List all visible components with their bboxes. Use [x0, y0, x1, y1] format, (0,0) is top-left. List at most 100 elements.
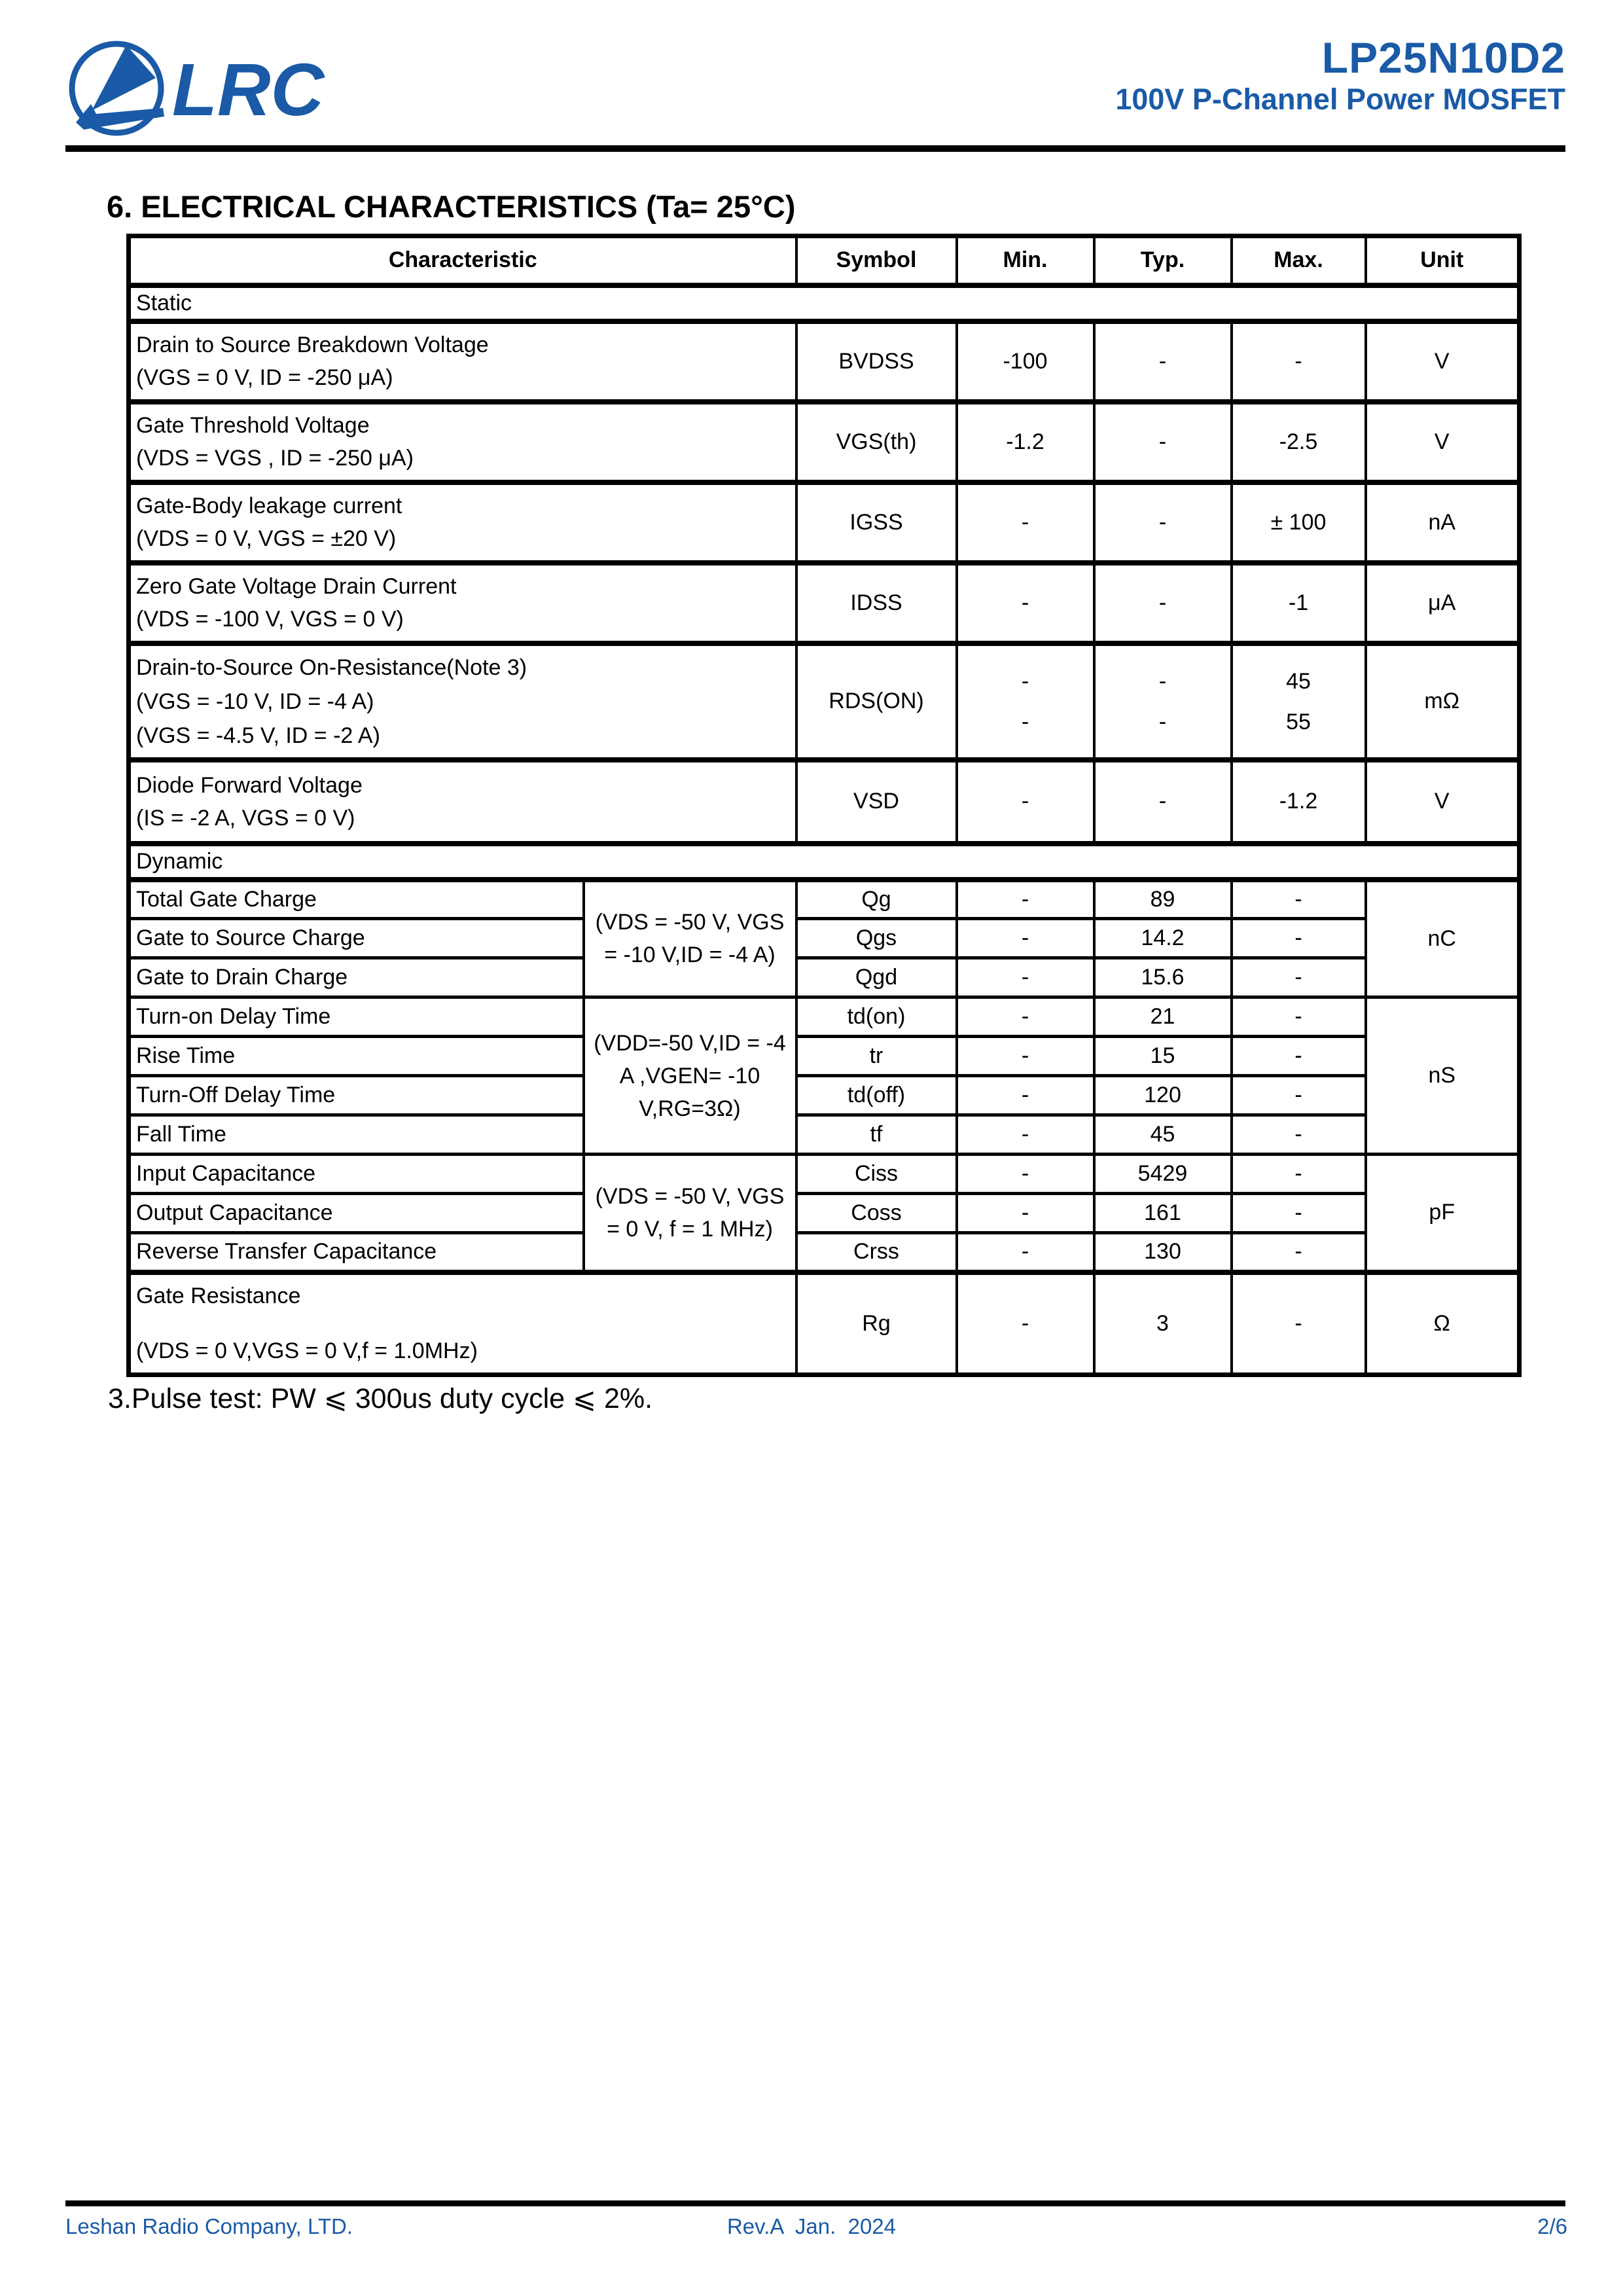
col-header-symbol: Symbol	[794, 234, 958, 287]
characteristic-name: Turn-on Delay Time	[127, 996, 585, 1038]
symbol-cell: IDSS	[794, 560, 958, 645]
table-row: Reverse Transfer Capacitance Crss - 130 …	[127, 1231, 1520, 1274]
symbol-cell: Qg	[794, 876, 958, 920]
unit-cell: μA	[1364, 560, 1521, 645]
unit-cell: Ω	[1364, 1269, 1521, 1376]
header-divider	[65, 145, 1565, 152]
max-cell: -	[1230, 956, 1367, 999]
symbol-cell: tr	[794, 1035, 958, 1077]
min-cell: -	[955, 560, 1096, 645]
max-cell: -1	[1230, 560, 1367, 645]
max-cell: -	[1230, 1035, 1367, 1077]
table-row: Total Gate Charge (VDS = -50 V, VGS = -1…	[127, 876, 1521, 999]
test-condition: (VDS = -100 V, VGS = 0 V)	[136, 607, 404, 632]
symbol-cell: BVDSS	[794, 318, 958, 403]
section-row-static: Static	[127, 282, 1521, 323]
max-cell: -	[1230, 876, 1367, 920]
symbol-cell: td(off)	[794, 1074, 958, 1117]
table-row: Gate Threshold Voltage (VDS = VGS , ID =…	[127, 399, 1521, 484]
typ-cell: -	[1092, 757, 1233, 845]
document-titles: LP25N10D2 100V P-Channel Power MOSFET	[1115, 34, 1565, 118]
characteristic-cell: Gate-Body leakage current (VDS = 0 V, VG…	[127, 479, 798, 564]
typ-cell: 15.6	[1092, 956, 1233, 999]
test-condition-group: (VDD=-50 V,ID = -4 A ,VGEN= -10 V,RG=3Ω)	[582, 996, 798, 1156]
symbol-cell: Qgs	[794, 917, 958, 960]
min-cell: -	[955, 1192, 1096, 1234]
col-header-typ: Typ.	[1092, 234, 1233, 287]
symbol-cell: Coss	[794, 1192, 958, 1234]
section-row-dynamic: Dynamic	[127, 840, 1521, 881]
test-condition-group: (VDS = -50 V, VGS = -10 V,ID = -4 A)	[582, 876, 798, 999]
unit-cell: V	[1364, 399, 1521, 484]
table-row: Turn-Off Delay Time td(off) - 120 -	[127, 1074, 1520, 1117]
symbol-cell: Rg	[794, 1269, 958, 1376]
static-section-label: Static	[127, 282, 1521, 323]
footer-divider	[65, 2200, 1565, 2206]
test-condition: (VDS = 0 V, VGS = ±20 V)	[136, 526, 397, 551]
characteristic-name: Total Gate Charge	[127, 876, 585, 920]
col-header-min: Min.	[955, 234, 1096, 287]
typ-cell: 120	[1092, 1074, 1233, 1117]
table-row: Diode Forward Voltage (IS = -2 A, VGS = …	[127, 757, 1521, 845]
characteristic-cell: Gate Resistance (VDS = 0 V,VGS = 0 V,f =…	[127, 1269, 798, 1376]
unit-cell: V	[1364, 318, 1521, 403]
max-cell: -	[1230, 1113, 1367, 1156]
typ-cell: -	[1092, 318, 1233, 403]
max-cell: -	[1230, 1269, 1367, 1376]
typ-cell: 5429	[1092, 1153, 1233, 1195]
unit-cell: mΩ	[1364, 640, 1521, 761]
characteristic-cell: Diode Forward Voltage (IS = -2 A, VGS = …	[127, 757, 798, 845]
table-row: Fall Time tf - 45 -	[127, 1113, 1520, 1156]
characteristic-name: Gate to Drain Charge	[127, 956, 585, 999]
characteristic-name: Output Capacitance	[127, 1192, 585, 1234]
min-cell: -	[955, 1231, 1096, 1274]
test-condition: (VGS = -4.5 V, ID = -2 A)	[136, 723, 380, 748]
test-condition: (VDS = 0 V,VGS = 0 V,f = 1.0MHz)	[136, 1338, 478, 1364]
test-condition: (VGS = -10 V, ID = -4 A)	[136, 689, 374, 714]
max-cell: -1.2	[1230, 757, 1367, 845]
typ-cell: 45	[1092, 1113, 1233, 1156]
characteristic-name: Gate Resistance	[136, 1283, 301, 1309]
symbol-cell: VSD	[794, 757, 958, 845]
pulse-test-note: 3.Pulse test: PW ⩽ 300us duty cycle ⩽ 2%…	[108, 1383, 653, 1414]
max-cell: -	[1230, 1074, 1367, 1117]
min-cell: -	[955, 876, 1096, 920]
min-cell: - -	[955, 640, 1096, 761]
unit-cell: V	[1364, 757, 1521, 845]
max-cell: -	[1230, 1153, 1367, 1195]
typ-cell: 130	[1092, 1231, 1233, 1274]
max-cell: ± 100	[1230, 479, 1367, 564]
max-cell: -	[1230, 1192, 1367, 1234]
min-cell: -	[955, 479, 1096, 564]
logo-mark-icon: LRC	[69, 41, 325, 136]
max-cell: -	[1230, 917, 1367, 960]
unit-cell: nS	[1364, 996, 1521, 1156]
unit-cell: nA	[1364, 479, 1521, 564]
symbol-cell: Qgd	[794, 956, 958, 999]
table-row: Zero Gate Voltage Drain Current (VDS = -…	[127, 560, 1521, 645]
typ-cell: -	[1092, 479, 1233, 564]
table-row: Rise Time tr - 15 -	[127, 1035, 1520, 1077]
symbol-cell: td(on)	[794, 996, 958, 1038]
table-row: Gate to Source Charge Qgs - 14.2 -	[127, 917, 1520, 960]
typ-cell: -	[1092, 560, 1233, 645]
characteristic-name: Input Capacitance	[127, 1153, 585, 1195]
symbol-cell: Crss	[794, 1231, 958, 1274]
part-number: LP25N10D2	[1321, 33, 1565, 82]
symbol-cell: VGS(th)	[794, 399, 958, 484]
col-header-unit: Unit	[1364, 234, 1521, 287]
unit-cell: pF	[1364, 1153, 1521, 1274]
min-cell: -	[955, 757, 1096, 845]
footer-revision: Rev.A Jan. 2024	[726, 2214, 897, 2238]
logo-text: LRC	[172, 48, 325, 131]
characteristic-name: Drain to Source Breakdown Voltage	[136, 332, 489, 357]
typ-cell: 21	[1092, 996, 1233, 1038]
table-row: Input Capacitance (VDS = -50 V, VGS = 0 …	[127, 1153, 1521, 1274]
section-title: 6. ELECTRICAL CHARACTERISTICS (Ta= 25°C)	[107, 189, 796, 224]
table-row: Gate to Drain Charge Qgd - 15.6 -	[127, 956, 1520, 999]
table-row-gate-resistance: Gate Resistance (VDS = 0 V,VGS = 0 V,f =…	[127, 1269, 1521, 1376]
col-header-characteristic: Characteristic	[127, 234, 798, 287]
max-cell: -	[1230, 318, 1367, 403]
typ-cell: -	[1092, 399, 1233, 484]
